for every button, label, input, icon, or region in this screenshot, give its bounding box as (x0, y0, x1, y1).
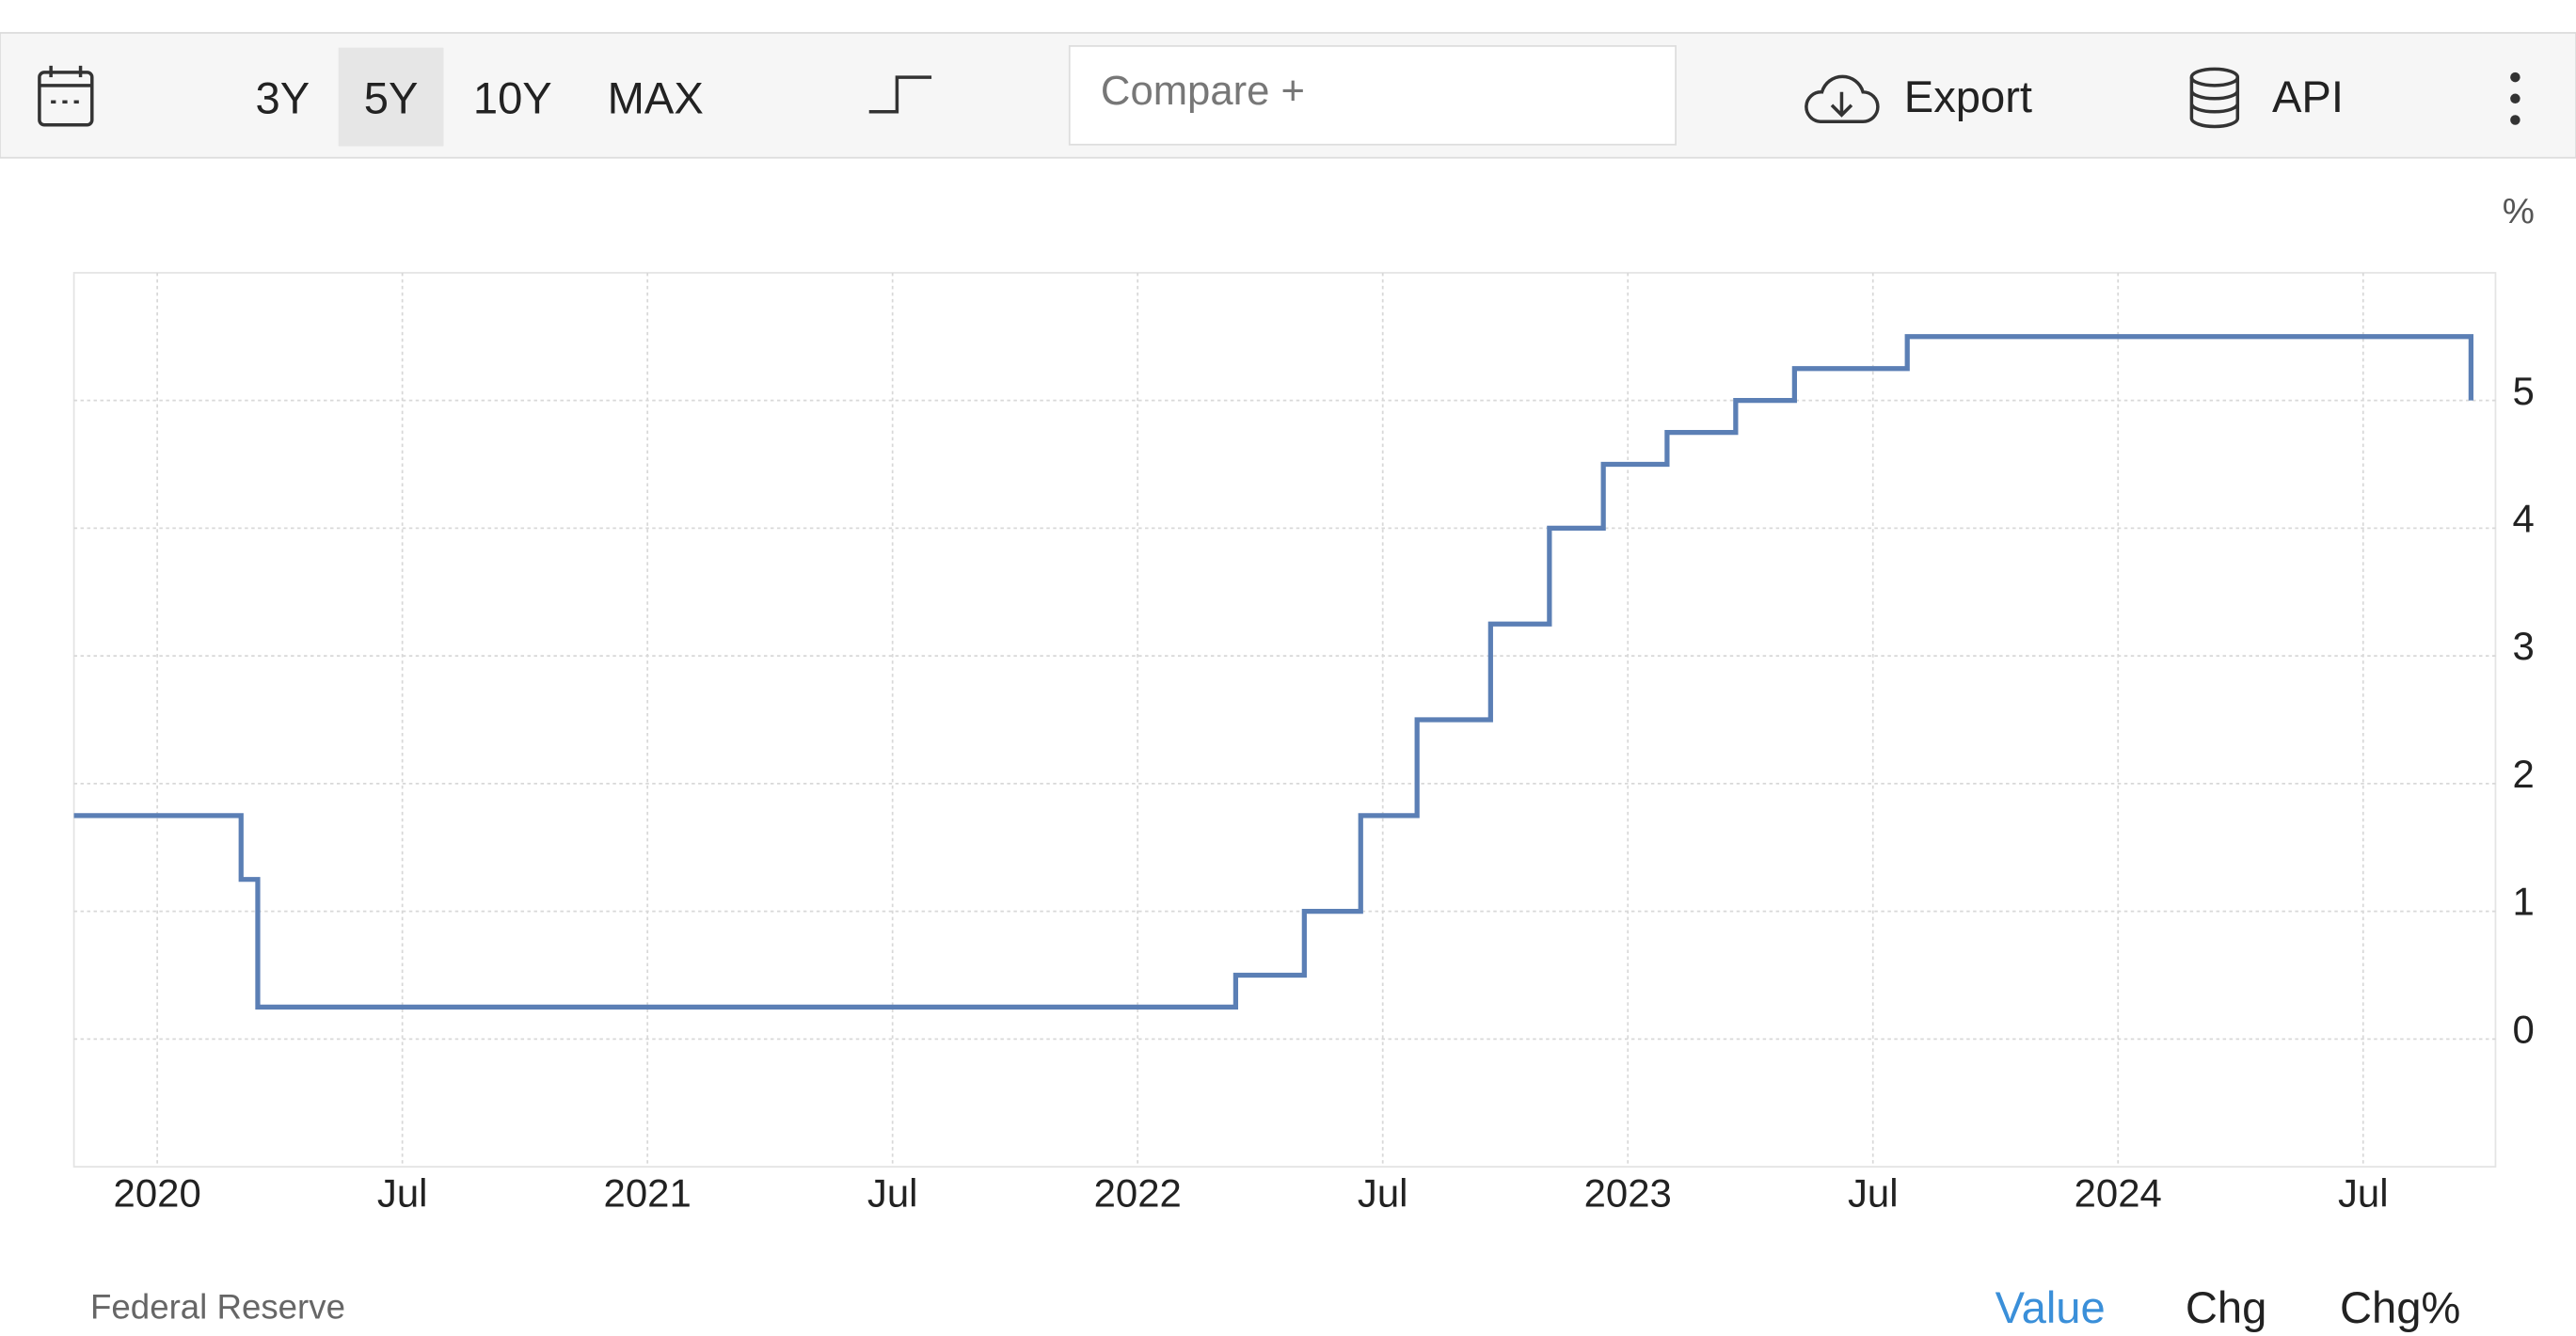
range-button[interactable]: 3Y (256, 73, 310, 123)
x-tick-label: 2020 (114, 1171, 201, 1216)
range-selected-bg (338, 47, 444, 147)
x-tick-label: 2022 (1094, 1171, 1182, 1216)
api-button[interactable]: API (2272, 72, 2344, 121)
range-button[interactable]: 10Y (473, 73, 552, 123)
database-icon[interactable] (2189, 67, 2240, 129)
cloud-icon[interactable] (1805, 74, 1880, 123)
y-tick-label: 5 (2512, 369, 2534, 413)
rate-line (73, 334, 2474, 1010)
range-buttons: 3Y 5Y 10Y MAX (256, 47, 704, 147)
source: Federal Reserve (90, 1288, 345, 1327)
range-button[interactable]: MAX (608, 73, 704, 123)
x-tick-label: Jul (1848, 1171, 1899, 1216)
more-menu[interactable] (2510, 72, 2520, 125)
x-tick-label: Jul (867, 1171, 918, 1216)
tabs: Value Chg Chg% (1996, 1282, 2461, 1332)
compare-placeholder[interactable]: Compare + (1101, 68, 1305, 114)
y-unit: % (2503, 191, 2535, 231)
y-tick-label: 3 (2512, 624, 2534, 668)
x-tick-label: Jul (1358, 1171, 1408, 1216)
plot-area (72, 272, 2497, 1168)
plot: 0 1 2 3 4 5 2020 Jul 2021 Jul 2022 Jul 2023 Jul 2024 Ju… (73, 272, 2535, 1216)
step-chart-icon[interactable] (868, 75, 932, 114)
range-button[interactable]: 5Y (364, 73, 419, 123)
calendar-icon[interactable] (38, 65, 94, 127)
tab[interactable]: Chg% (2340, 1282, 2460, 1332)
export-button[interactable]: Export (1904, 72, 2032, 121)
x-tick-label: 2023 (1584, 1171, 1672, 1216)
y-tick-label: 4 (2512, 497, 2534, 541)
tab[interactable]: Chg (2186, 1282, 2266, 1332)
tab[interactable]: Value (1996, 1282, 2106, 1332)
x-tick-label: 2021 (604, 1171, 692, 1216)
y-tick-label: 1 (2512, 880, 2534, 924)
y-tick-label: 0 (2512, 1007, 2534, 1051)
x-tick-label: Jul (377, 1171, 428, 1216)
compare-box[interactable] (1068, 45, 1677, 146)
x-tick-label: Jul (2338, 1171, 2389, 1216)
x-tick-label: 2024 (2075, 1171, 2162, 1216)
y-tick-label: 2 (2512, 752, 2534, 796)
